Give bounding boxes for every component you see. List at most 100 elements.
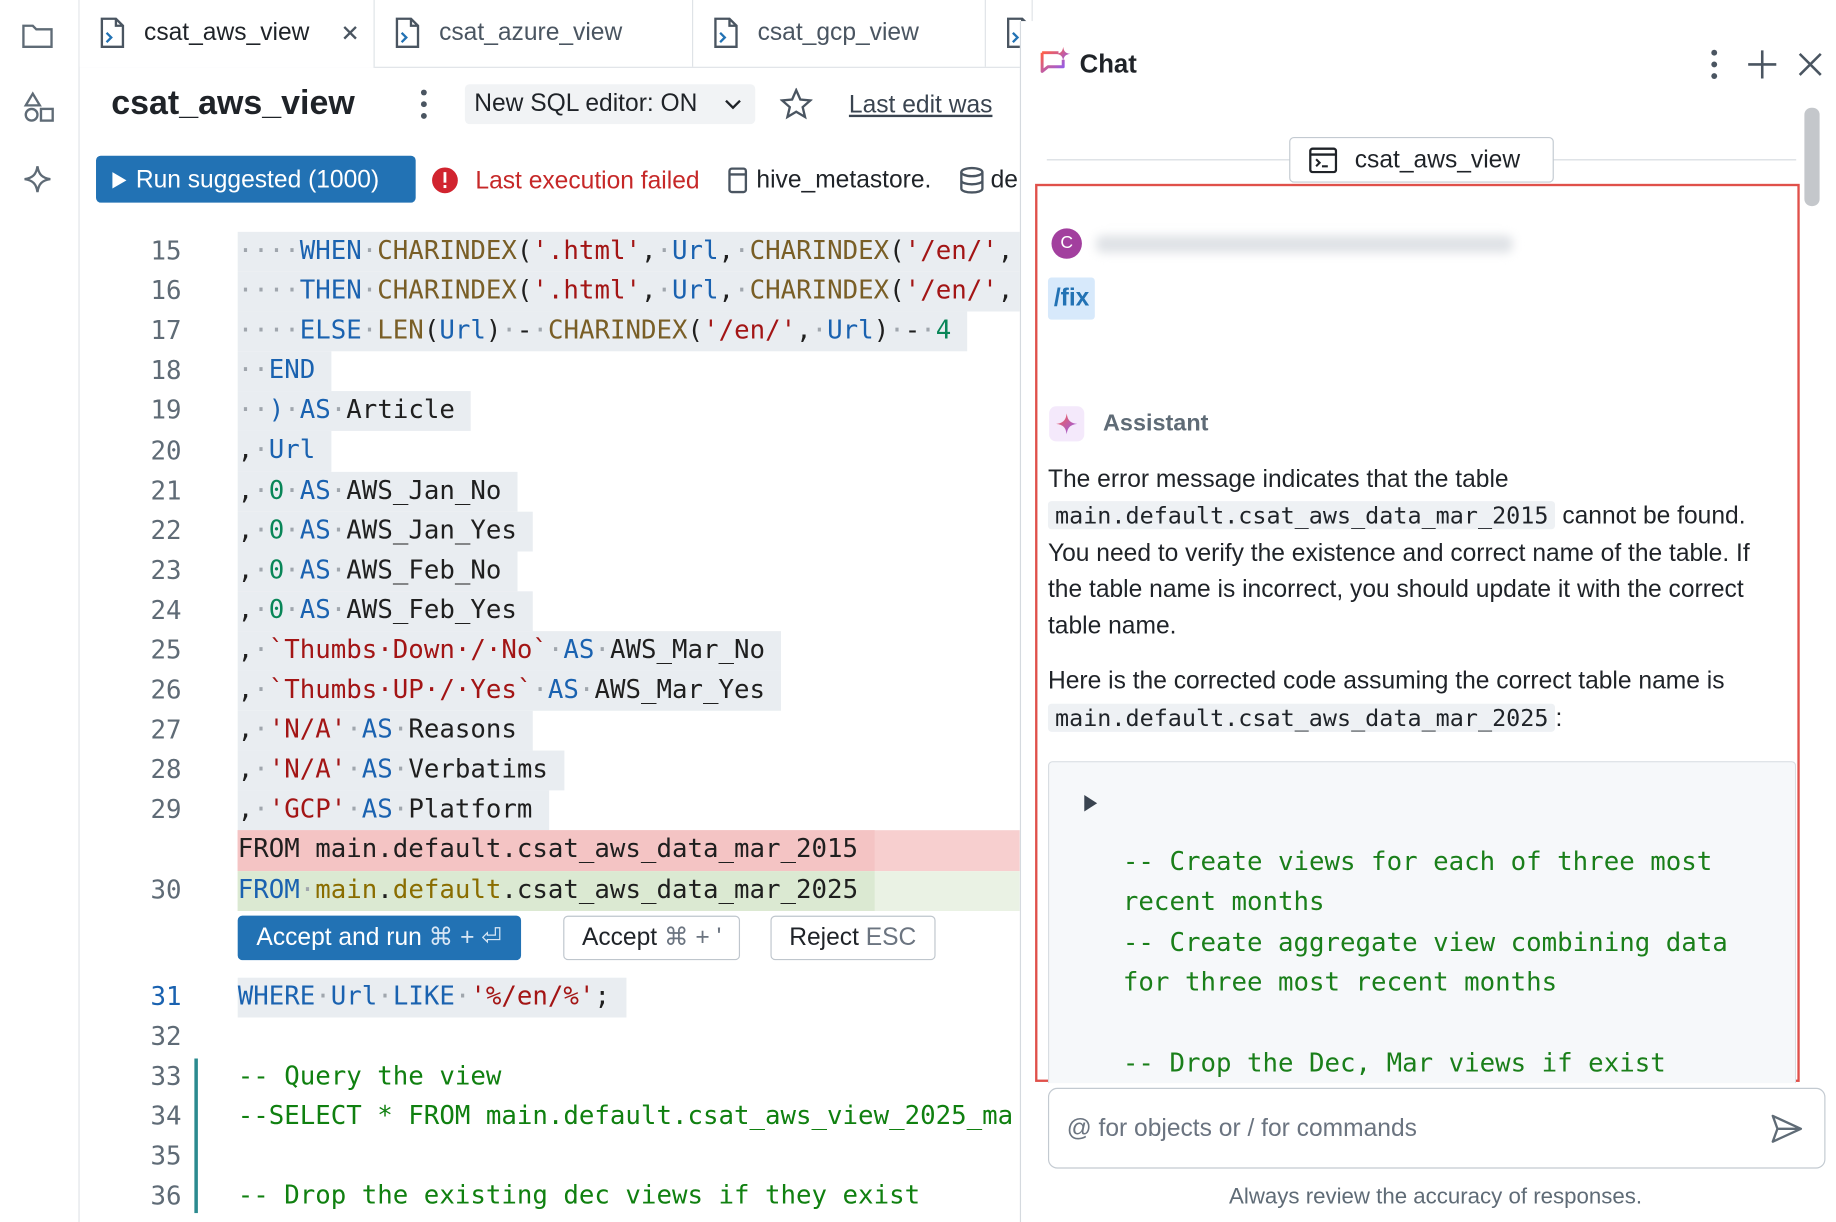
chevron [725, 99, 741, 110]
close-button[interactable] [1797, 52, 1823, 78]
diff-action-button[interactable]: Accept ⌘ + ' [563, 915, 741, 960]
editor-toggle[interactable]: New SQL editor: ON [464, 84, 756, 125]
last-edit-link[interactable]: Last edit was [848, 91, 993, 119]
expand-toggle[interactable] [1083, 794, 1099, 813]
code-token: · [253, 595, 269, 626]
code-token: CHARINDEX [377, 276, 517, 306]
code-text: -- Drop the existing dec views if they e… [238, 1177, 937, 1217]
chat-input[interactable]: @ for objects or / for commands [1047, 1087, 1826, 1169]
schema-name[interactable]: de [990, 166, 1018, 194]
tab[interactable]: csat_azure_view [375, 0, 694, 67]
line-number: 20 [150, 436, 182, 467]
code-token: · [392, 755, 409, 785]
code-token: Url [827, 316, 874, 346]
code-token: Verbatims [408, 755, 548, 785]
catalog-icon[interactable] [22, 91, 55, 124]
code-token: · [454, 981, 471, 1012]
star-icon[interactable] [779, 87, 813, 121]
code-text [238, 1017, 254, 1057]
code-line: 31 WHERE·Url·LIKE·'%/en/%'; [80, 977, 1020, 1018]
code-token: , [640, 276, 657, 306]
tab-close[interactable] [342, 25, 358, 41]
code-token: LIKE [392, 981, 455, 1012]
line-number: 30 [150, 875, 182, 906]
code-token: ( [889, 276, 905, 306]
code-line: 19 ··)·AS·Article [80, 391, 1020, 432]
code-token: AWS_Jan_No [346, 476, 502, 506]
code-token: , [237, 715, 254, 745]
code-line: 24 ,·0·AS·AWS_Feb_Yes [80, 591, 1020, 632]
code-text: ,·0·AS·AWS_Jan_Yes [237, 511, 534, 552]
sidebar [0, 0, 80, 1222]
line-number: 32 [150, 1022, 182, 1052]
run-button-label: Run suggested (1000) [135, 166, 380, 194]
kebab-menu[interactable] [416, 88, 432, 121]
scrollbar-thumb[interactable] [1804, 107, 1820, 207]
code-token: · [315, 981, 331, 1012]
code-token: '.html' [532, 236, 641, 266]
run-button[interactable]: Run suggested (1000) [96, 155, 416, 203]
code-token: ·· [237, 356, 269, 386]
code-comment: -- Create aggregate view combining data … [1122, 928, 1728, 998]
code-token: ) [873, 316, 890, 346]
chat-menu[interactable] [1706, 48, 1722, 81]
line-number: 35 [150, 1142, 182, 1172]
code-token: AS [299, 595, 331, 626]
diff-action-button[interactable]: Reject ESC [770, 915, 936, 960]
code-token: · [501, 316, 517, 346]
code-token: · [284, 396, 300, 426]
code-token: 0 [268, 555, 285, 586]
catalog-selector[interactable]: hive_metastore. [756, 166, 931, 194]
folder-icon[interactable] [21, 20, 54, 50]
send-button[interactable] [1770, 1114, 1803, 1144]
code-token: , [237, 675, 254, 705]
code-line: FROM main.default.csat_aws_data_mar_2015 [79, 830, 1020, 871]
code-token: AS [563, 635, 595, 666]
context-chip[interactable]: csat_aws_view [1289, 136, 1554, 183]
code-token: , [640, 236, 657, 266]
code-token: · [656, 236, 672, 266]
code-token: --SELECT * FROM main.default.csat_aws_vi… [237, 1101, 1014, 1131]
diff-action-button[interactable]: Accept and run ⌘ + ⏎ [237, 915, 521, 960]
assistant-name: Assistant [1103, 410, 1209, 437]
code-token: ( [687, 316, 704, 346]
line-number: 29 [150, 796, 182, 826]
code-line: 32 [80, 1017, 1020, 1057]
code-token: · [532, 675, 548, 705]
code-token: · [253, 755, 269, 785]
user-avatar: C [1051, 228, 1082, 259]
assistant-icon[interactable] [22, 164, 55, 197]
code-text: FROM main.default.csat_aws_data_mar_2015 [237, 830, 875, 871]
button-label: Accept and run [256, 923, 422, 951]
file-icon [714, 17, 738, 49]
code-comment: -- Create views for each of three most r… [1122, 847, 1713, 918]
code-token: 4 [935, 316, 952, 346]
code-text: ,·0·AS·AWS_Feb_No [237, 551, 518, 592]
code-token: END [268, 356, 316, 386]
line-number: 36 [150, 1182, 182, 1212]
assistant-avatar [1049, 406, 1085, 442]
code-token: · [811, 316, 828, 346]
code-token: AS [361, 795, 393, 825]
code-line: 17 ····ELSE·LEN(Url)·-·CHARINDEX('/en/',·… [80, 311, 1020, 352]
code-token: Platform [408, 795, 533, 825]
code-line: 15 ····WHEN·CHARINDEX('.html',·Url,·CHARI… [80, 231, 1020, 272]
file-icon [395, 17, 420, 49]
tab[interactable]: csat_gcp_view [693, 0, 986, 67]
error-icon [432, 167, 458, 194]
code-text [238, 1137, 254, 1177]
code-editor[interactable]: 15 ····WHEN·CHARINDEX('.html',·Url,·CHARI… [79, 220, 1020, 1222]
code-token: AS [547, 675, 579, 705]
code-line: 30 FROM·main.default.csat_aws_data_mar_20… [79, 870, 1020, 911]
tab[interactable]: csat_aws_view [79, 0, 375, 68]
paragraph: The error message indicates that the tab… [1047, 461, 1790, 644]
code-token: Url [268, 436, 316, 466]
line-number: 25 [150, 636, 182, 666]
code-token: main [315, 875, 378, 905]
shortcut: ⌘ + ⏎ [428, 923, 502, 951]
disclaimer: Always review the accuracy of responses. [1229, 1184, 1643, 1210]
code-token: ; [594, 981, 610, 1012]
new-chat-button[interactable] [1747, 49, 1777, 79]
code-text: -- Query the view [238, 1057, 518, 1097]
code-token: · [253, 515, 269, 546]
